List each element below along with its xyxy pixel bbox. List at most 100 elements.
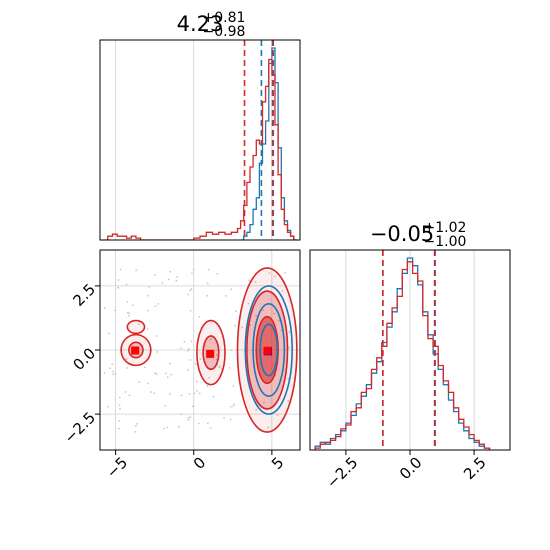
scatter-point <box>163 427 166 430</box>
scatter-point <box>146 294 149 297</box>
scatter-point <box>215 358 218 361</box>
panel-border <box>99 39 301 241</box>
scatter-point <box>206 294 209 297</box>
scatter-point <box>146 328 149 330</box>
scatter-point <box>131 304 134 307</box>
title-top-left-minus: −0.98 <box>203 24 246 40</box>
title-bottom-right-plus: +1.02 <box>424 220 467 236</box>
scatter-point <box>267 426 269 429</box>
scatter-point <box>209 427 212 429</box>
scatter-point <box>155 335 158 337</box>
tick-label: 0 <box>190 454 209 473</box>
scatter-point <box>119 268 122 271</box>
scatter-point <box>157 302 160 305</box>
grid-lines <box>345 250 475 450</box>
scatter-point <box>204 344 207 347</box>
tick-label: 5 <box>268 454 287 473</box>
scatter-point <box>103 372 106 374</box>
scatter-point <box>229 418 232 421</box>
scatter-point <box>232 385 235 387</box>
scatter-point <box>126 300 129 303</box>
scatter-point <box>117 279 120 281</box>
blue-contour-line <box>244 285 293 415</box>
scatter-point <box>168 362 171 365</box>
scatter-point <box>125 283 128 286</box>
scatter-point <box>114 372 117 375</box>
scatter-point <box>164 405 167 407</box>
scatter-point <box>166 376 169 378</box>
scatter-point <box>273 312 275 315</box>
red-contour-region <box>126 319 146 335</box>
scatter-point <box>134 431 136 433</box>
tick-label: 2.5 <box>69 280 99 310</box>
scatter-point <box>206 422 209 425</box>
tick-label: −2.5 <box>61 408 99 446</box>
scatter-point <box>281 289 284 292</box>
scatter-point <box>220 368 223 370</box>
scatter-point <box>176 275 179 278</box>
scatter-point <box>154 305 157 308</box>
scatter-point <box>138 381 141 384</box>
marker-marker_red <box>206 349 215 358</box>
scatter-point <box>199 358 202 361</box>
scatter-point <box>191 405 194 408</box>
scatter-point <box>169 270 172 273</box>
scatter-point <box>233 403 236 406</box>
panel-frame <box>100 40 300 240</box>
scatter-point <box>126 311 129 314</box>
scatter-point <box>189 309 192 312</box>
scatter-point <box>192 268 195 271</box>
scatter-point <box>191 272 193 275</box>
scatter-point <box>206 282 209 285</box>
scatter-point <box>187 418 190 421</box>
scatter-point <box>234 324 236 327</box>
panel-bottom-left-contour: −5 0 5 −2.5 0.0 2.5 <box>61 249 301 482</box>
scatter-point <box>134 425 137 427</box>
title-bottom-right: −0.05 <box>370 222 434 246</box>
scatter-point <box>188 348 190 350</box>
scatter-point <box>154 372 156 374</box>
scatter-point <box>207 268 210 271</box>
scatter-point <box>197 422 200 425</box>
scatter-point <box>153 274 156 276</box>
scatter-point <box>180 413 183 416</box>
scatter-point <box>128 394 131 397</box>
scatter-point <box>208 376 211 379</box>
scatter-point <box>198 315 201 318</box>
scatter-point <box>175 279 178 282</box>
scatter-point <box>216 272 219 275</box>
scatter-point <box>198 392 201 395</box>
scatter-point <box>118 404 121 407</box>
tick-label: 0.0 <box>69 344 99 374</box>
scatter-point <box>255 408 258 411</box>
histogram-series <box>314 250 491 450</box>
scatter-point <box>216 354 218 356</box>
scatter-point <box>166 426 169 429</box>
scatter-point <box>150 391 153 393</box>
marker-marker_red <box>263 346 272 355</box>
scatter-point <box>148 286 151 288</box>
scatter-point <box>119 407 121 410</box>
scatter-point <box>118 396 121 399</box>
scatter-point <box>155 373 158 376</box>
scatter-point <box>254 281 257 283</box>
scatter-point <box>124 391 127 393</box>
scatter-point <box>117 286 119 289</box>
tick-label: 2.5 <box>460 454 490 484</box>
scatter-point <box>212 395 215 398</box>
scatter-point <box>127 314 130 317</box>
x-ticks: −5 0 5 <box>103 450 287 482</box>
scatter-point <box>113 309 116 312</box>
scatter-point <box>112 370 115 373</box>
y-ticks: −2.5 0.0 2.5 <box>61 280 100 447</box>
scatter-point <box>164 372 167 375</box>
scatter-point <box>189 289 192 292</box>
scatter-point <box>193 392 196 395</box>
contour-series <box>103 267 298 433</box>
scatter-point <box>118 427 120 430</box>
scatter-point <box>161 282 164 284</box>
scatter-point <box>255 315 258 317</box>
scatter-point <box>109 367 111 370</box>
title-top-left-plus: +0.81 <box>203 10 246 26</box>
